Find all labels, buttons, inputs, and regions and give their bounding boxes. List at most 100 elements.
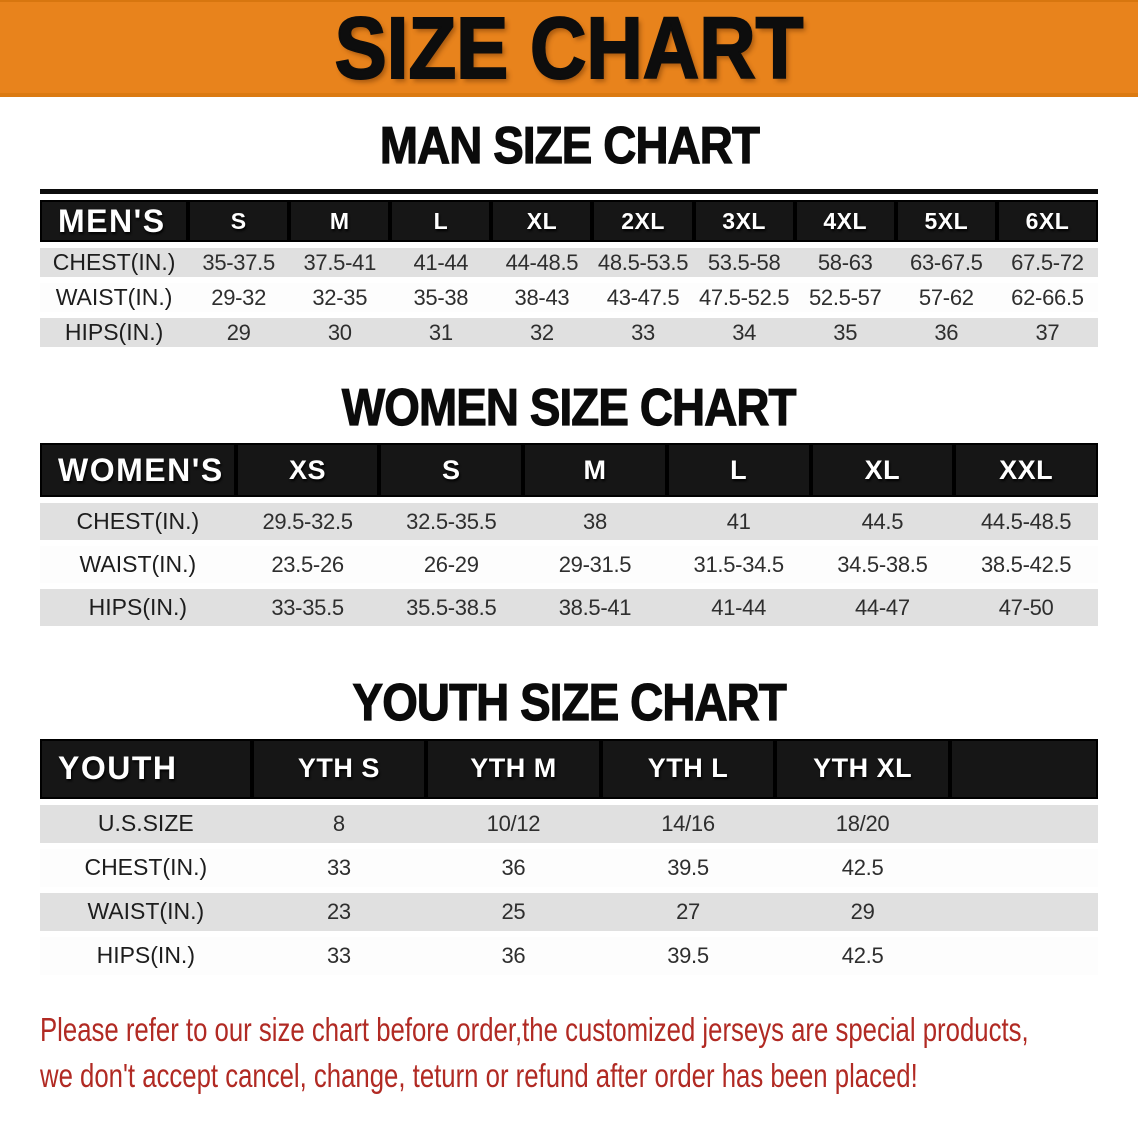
measurement-label: WAIST(IN.) — [40, 546, 236, 584]
measurement-value: 35.5-38.5 — [379, 589, 524, 627]
size-column-header: YTH S — [251, 738, 427, 799]
size-chart-banner: SIZE CHART — [0, 0, 1138, 97]
measurement-value: 38 — [523, 503, 667, 541]
measurement-value: 36 — [426, 936, 601, 975]
measurement-label: HIPS(IN.) — [40, 318, 189, 348]
size-column-header: XXL — [954, 443, 1098, 498]
measurement-value: 29.5-32.5 — [235, 503, 380, 541]
measurement-value: 32-35 — [289, 283, 391, 313]
measurement-row: CHEST(IN.) 33 36 39.5 42.5 — [40, 848, 1098, 887]
measurement-row: HIPS(IN.) 33 36 39.5 42.5 — [40, 936, 1098, 975]
measurement-row: U.S.SIZE 8 10/12 14/16 18/20 — [40, 804, 1098, 843]
measurement-value: 58-63 — [794, 248, 896, 278]
measurement-row: CHEST(IN.) 35-37.5 37.5-41 41-44 44-48.5 48.5… — [40, 248, 1098, 278]
measurement-value: 37 — [996, 318, 1098, 348]
measurement-value: 43-47.5 — [592, 283, 694, 313]
size-column-header: M — [523, 443, 667, 498]
size-column-header: 3XL — [693, 200, 795, 243]
measurement-value: 33 — [592, 318, 694, 348]
measurement-value: 35-38 — [390, 283, 492, 313]
measurement-value: 23 — [251, 892, 427, 931]
men-table-top-rule — [40, 189, 1098, 195]
measurement-row: CHEST(IN.) 29.5-32.5 32.5-35.5 38 41 44.5 44.5… — [40, 503, 1098, 541]
youth-section-title: YOUTH SIZE CHART — [0, 674, 1138, 733]
size-column-header: YTH L — [600, 738, 776, 799]
mens-size-table: MEN'S S M L XL 2XL 3XL 4XL 5XL 6XL CHEST(IN.) 35-37… — [40, 194, 1098, 353]
row-filler — [949, 936, 1098, 975]
measurement-value: 63-67.5 — [895, 248, 997, 278]
size-column-header: YTH XL — [775, 738, 950, 799]
size-column-header: L — [666, 443, 811, 498]
women-section-title: WOMEN SIZE CHART — [0, 379, 1138, 438]
measurement-value: 35 — [794, 318, 896, 348]
measurement-value: 32.5-35.5 — [379, 503, 524, 541]
measurement-value: 38.5-42.5 — [954, 546, 1098, 584]
size-column-header: 2XL — [592, 200, 694, 243]
measurement-value: 44.5 — [810, 503, 955, 541]
size-column-header: XL — [491, 200, 593, 243]
measurement-value: 44-48.5 — [491, 248, 593, 278]
measurement-row: WAIST(IN.) 23 25 27 29 — [40, 892, 1098, 931]
size-group-label: MEN'S — [40, 200, 189, 243]
size-group-label: YOUTH — [40, 738, 252, 799]
disclaimer-line-2: we don't accept cancel, change, teturn o… — [40, 1056, 918, 1094]
measurement-value: 36 — [426, 848, 601, 887]
measurement-value: 10/12 — [426, 804, 601, 843]
measurement-value: 35-37.5 — [188, 248, 290, 278]
measurement-label: HIPS(IN.) — [40, 589, 236, 627]
measurement-value: 41 — [666, 503, 811, 541]
measurement-value: 29-31.5 — [523, 546, 667, 584]
measurement-value: 67.5-72 — [996, 248, 1098, 278]
measurement-label: U.S.SIZE — [40, 804, 252, 843]
size-column-header: YTH M — [426, 738, 601, 799]
measurement-value: 31.5-34.5 — [666, 546, 811, 584]
measurement-row: WAIST(IN.) 23.5-26 26-29 29-31.5 31.5-34.5 34… — [40, 546, 1098, 584]
measurement-value: 38-43 — [491, 283, 593, 313]
size-charts: MAN SIZE CHART MEN'S S M L XL 2XL 3XL 4XL 5XL 6XL… — [0, 116, 1138, 981]
size-group-label: WOMEN'S — [40, 443, 236, 498]
measurement-value: 52.5-57 — [794, 283, 896, 313]
measurement-label: CHEST(IN.) — [40, 503, 236, 541]
measurement-value: 14/16 — [600, 804, 776, 843]
measurement-value: 62-66.5 — [996, 283, 1098, 313]
measurement-value: 18/20 — [775, 804, 950, 843]
size-column-header: 5XL — [895, 200, 997, 243]
womens-size-table: WOMEN'S XS S M L XL XXL CHEST(IN.) 29.5-32.5 32.5… — [40, 437, 1098, 632]
youth-section: YOUTH SIZE CHART YOUTH YTH S YTH M YTH L YTH… — [0, 674, 1138, 980]
measurement-value: 33 — [251, 936, 427, 975]
banner-title: SIZE CHART — [334, 3, 805, 92]
measurement-row: WAIST(IN.) 29-32 32-35 35-38 38-43 43-47.5 47.… — [40, 283, 1098, 313]
row-filler — [949, 804, 1098, 843]
measurement-value: 44.5-48.5 — [954, 503, 1098, 541]
size-column-header: S — [379, 443, 524, 498]
measurement-value: 33 — [251, 848, 427, 887]
men-section-title-text: MAN SIZE CHART — [379, 116, 760, 175]
measurement-value: 41-44 — [390, 248, 492, 278]
measurement-value: 29 — [188, 318, 290, 348]
measurement-value: 25 — [426, 892, 601, 931]
measurement-value: 41-44 — [666, 589, 811, 627]
measurement-label: WAIST(IN.) — [40, 892, 252, 931]
disclaimer: Please refer to our size chart before or… — [0, 1007, 1138, 1099]
measurement-value: 47.5-52.5 — [693, 283, 795, 313]
measurement-value: 23.5-26 — [235, 546, 380, 584]
measurement-value: 48.5-53.5 — [592, 248, 694, 278]
measurement-value: 37.5-41 — [289, 248, 391, 278]
men-section-title: MAN SIZE CHART — [0, 116, 1138, 175]
banner-title-text: SIZE CHART — [334, 0, 805, 97]
measurement-value: 53.5-58 — [693, 248, 795, 278]
measurement-value: 47-50 — [954, 589, 1098, 627]
measurement-value: 31 — [390, 318, 492, 348]
measurement-value: 29-32 — [188, 283, 290, 313]
measurement-value: 42.5 — [775, 936, 950, 975]
measurement-value: 38.5-41 — [523, 589, 667, 627]
youth-section-title-text: YOUTH SIZE CHART — [352, 674, 787, 733]
measurement-value: 44-47 — [810, 589, 955, 627]
row-filler — [949, 848, 1098, 887]
size-column-header: XS — [235, 443, 380, 498]
measurement-value: 8 — [251, 804, 427, 843]
measurement-value: 27 — [600, 892, 776, 931]
size-header-row: MEN'S S M L XL 2XL 3XL 4XL 5XL 6XL — [40, 200, 1098, 243]
size-header-row: YOUTH YTH S YTH M YTH L YTH XL — [40, 738, 1098, 799]
men-section: MAN SIZE CHART MEN'S S M L XL 2XL 3XL 4XL 5XL 6XL… — [0, 116, 1138, 353]
